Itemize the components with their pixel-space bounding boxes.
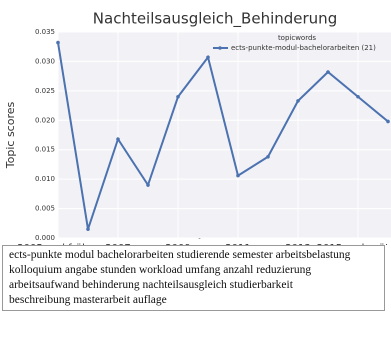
- point: [206, 55, 210, 60]
- plot-area: [58, 32, 391, 238]
- y-axis-label: Topic scores: [4, 102, 17, 170]
- chart-title: Nachteilsausgleich_Behinderung: [93, 10, 337, 29]
- y-tick-label: 0.035: [35, 28, 55, 36]
- point: [236, 173, 240, 178]
- x-tick-label: 2013: [285, 243, 310, 245]
- x-tick-label: 2015 und später: [317, 243, 391, 245]
- legend-label: ects-punkte-modul-bachelorarbeiten (21): [231, 44, 376, 52]
- point: [296, 99, 300, 103]
- y-tick-label: 0.005: [35, 205, 55, 213]
- caption-line: beschreibung masterarbeit auflage: [9, 294, 167, 306]
- x-tick-label: 2007: [105, 243, 130, 245]
- line-series: [57, 42, 389, 230]
- x-tick-label: 2011: [225, 243, 250, 245]
- caption-line: ects-punkte modul bachelorarbeiten studi…: [9, 249, 351, 261]
- x-tick-label: 2009: [165, 243, 190, 245]
- point: [266, 154, 270, 159]
- point: [176, 94, 180, 99]
- chart: Nachteilsausgleich_Behinderung Jahr Topi…: [4, 10, 391, 245]
- caption-line: kolloquium angabe stunden workload umfan…: [9, 264, 312, 276]
- y-tick-label: 0.010: [35, 175, 55, 183]
- y-tick-label: 0.000: [35, 234, 55, 242]
- point: [356, 94, 360, 99]
- y-tick-label: 0.015: [35, 146, 55, 154]
- x-tick-label: 2005 und früher: [17, 243, 99, 245]
- point: [146, 183, 150, 187]
- caption-line: arbeitsaufwand behinderung nachteilsausg…: [9, 279, 293, 291]
- point: [56, 40, 60, 45]
- point: [116, 137, 120, 141]
- point: [386, 119, 390, 124]
- caption: ects-punkte modul bachelorarbeiten studi…: [2, 245, 385, 311]
- point: [86, 227, 90, 231]
- y-tick-label: 0.030: [35, 57, 55, 65]
- y-tick-label: 0.025: [35, 87, 55, 95]
- legend-marker: [218, 46, 222, 50]
- point: [326, 70, 330, 74]
- legend-title: topicwords: [278, 34, 316, 42]
- y-tick-label: 0.020: [35, 116, 55, 124]
